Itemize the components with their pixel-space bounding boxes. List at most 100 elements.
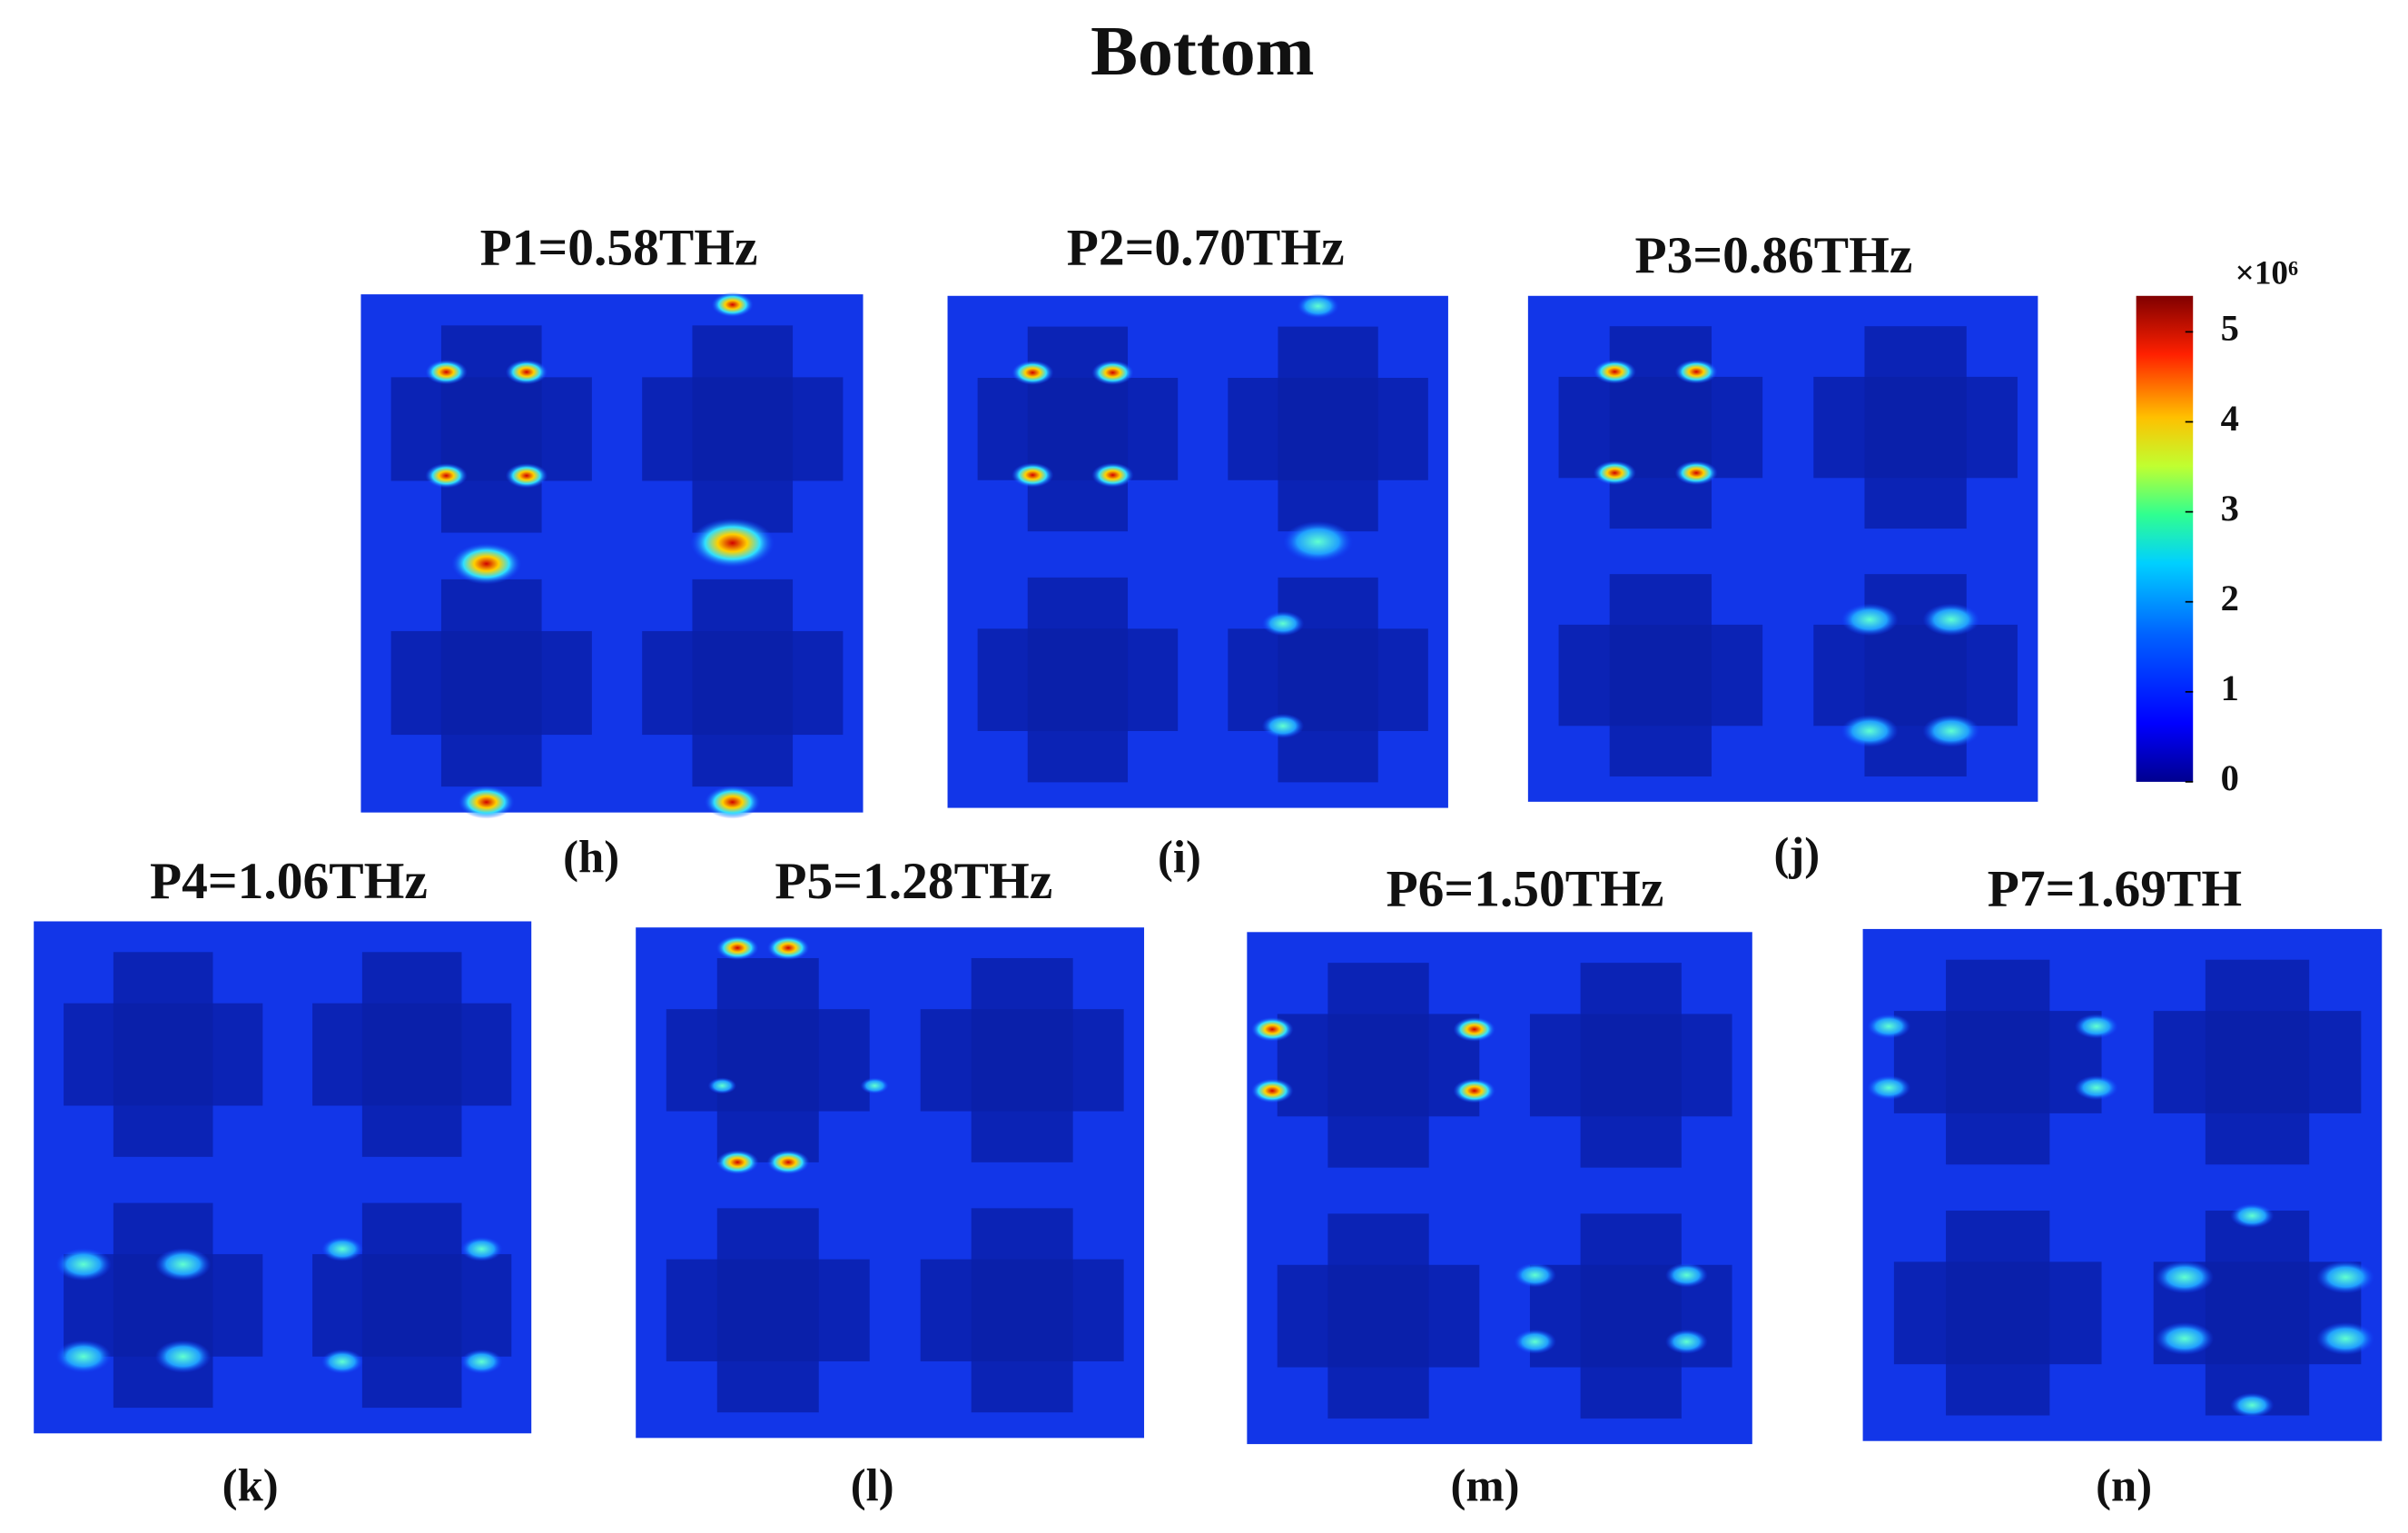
hotspot xyxy=(1665,1262,1708,1288)
resonator-v xyxy=(716,957,819,1162)
resonator-v xyxy=(361,952,462,1157)
hotspot xyxy=(1514,1329,1556,1354)
resonator-v xyxy=(1609,326,1712,529)
panel-label: (h) xyxy=(563,831,619,882)
hotspot xyxy=(321,1349,363,1374)
hotspot xyxy=(707,1077,737,1094)
hotspot xyxy=(1665,1329,1708,1354)
hotspot xyxy=(321,1236,363,1261)
resonator-v xyxy=(2205,1211,2310,1416)
colorbar-tick-label: 4 xyxy=(2221,398,2239,439)
figure-title: Bottom xyxy=(1091,12,1314,90)
hotspot xyxy=(1841,603,1899,637)
panel-label: (m) xyxy=(1450,1459,1519,1510)
panel-label: (j) xyxy=(1774,828,1821,879)
resonator-v xyxy=(1580,963,1682,1168)
hotspot xyxy=(1593,359,1636,384)
hotspot xyxy=(1261,611,1305,637)
hotspot xyxy=(690,518,775,569)
hotspot xyxy=(1012,462,1054,488)
resonator-v xyxy=(1327,1213,1429,1419)
resonator-v xyxy=(113,1202,213,1409)
hotspot xyxy=(505,359,548,385)
hotspot xyxy=(860,1077,890,1094)
panel-label: (n) xyxy=(2096,1459,2152,1510)
resonator-v xyxy=(440,325,542,533)
hotspot xyxy=(505,463,548,489)
hotspot xyxy=(1922,715,1980,747)
resonator-v xyxy=(692,325,794,533)
panel-label: (l) xyxy=(851,1459,894,1510)
hotspot xyxy=(711,292,754,318)
hotspot xyxy=(1674,460,1718,486)
hotspot xyxy=(704,785,761,819)
resonator-v xyxy=(2205,959,2310,1165)
hotspot xyxy=(425,359,468,385)
field-map xyxy=(34,921,532,1434)
field-map xyxy=(1247,932,1752,1445)
hotspot xyxy=(1261,713,1305,738)
resonator-v xyxy=(1864,326,1967,529)
hotspot xyxy=(1012,360,1054,385)
colorbar-tick-label: 0 xyxy=(2221,757,2239,798)
resonator-v xyxy=(971,1208,1073,1413)
hotspot xyxy=(451,542,522,585)
resonator-v xyxy=(1327,963,1429,1168)
resonator-v xyxy=(971,957,1073,1162)
field-map xyxy=(360,292,864,819)
hotspot xyxy=(766,1150,810,1175)
panel-title: P1=0.58THz xyxy=(480,220,758,277)
hotspot xyxy=(766,935,810,961)
resonator-v xyxy=(1946,1211,2050,1416)
colorbar-unit: ×10⁶ xyxy=(2235,254,2299,292)
panel-title: P4=1.06THz xyxy=(150,853,428,910)
hotspot xyxy=(1674,359,1718,384)
hotspot xyxy=(1867,1075,1911,1101)
hotspot xyxy=(2156,1321,2215,1356)
hotspot xyxy=(460,1236,503,1261)
hotspot xyxy=(1514,1262,1556,1288)
hotspot xyxy=(2230,1203,2275,1229)
resonator-v xyxy=(716,1208,819,1413)
hotspot xyxy=(460,1349,503,1374)
hotspot xyxy=(1867,1014,1911,1039)
panel-title: P3=0.86THz xyxy=(1635,227,1913,284)
hotspot xyxy=(2316,1321,2375,1356)
colorbar xyxy=(2136,295,2194,782)
hotspot xyxy=(55,1340,112,1373)
resonator-v xyxy=(1580,1213,1682,1419)
hotspot xyxy=(2156,1261,2215,1294)
field-map xyxy=(1862,928,2383,1441)
resonator-v xyxy=(1278,577,1378,783)
resonator-v xyxy=(1027,577,1129,783)
resonator-v xyxy=(361,1202,462,1409)
hotspot xyxy=(715,1150,759,1175)
colorbar-tick-label: 5 xyxy=(2221,308,2239,349)
hotspot xyxy=(1250,1016,1294,1042)
hotspot xyxy=(425,463,468,489)
panel-label: (i) xyxy=(1158,831,1201,882)
hotspot xyxy=(1282,520,1354,562)
hotspot xyxy=(1091,360,1134,385)
hotspot xyxy=(2230,1392,2275,1418)
hotspot xyxy=(1297,293,1339,319)
resonator-v xyxy=(1946,959,2050,1165)
hotspot xyxy=(1250,1078,1294,1103)
resonator-v xyxy=(1027,326,1129,532)
hotspot xyxy=(715,935,759,961)
field-map xyxy=(1527,295,2038,802)
field-map xyxy=(947,293,1448,808)
colorbar-tick-label: 1 xyxy=(2221,668,2239,708)
field-map xyxy=(636,927,1145,1439)
panel-label: (k) xyxy=(222,1459,279,1510)
hotspot xyxy=(154,1248,212,1281)
panel-title: P2=0.70THz xyxy=(1067,220,1345,277)
hotspot xyxy=(1841,715,1899,747)
resonator-v xyxy=(440,579,542,787)
hotspot xyxy=(1453,1078,1496,1103)
resonator-v xyxy=(692,579,794,787)
hotspot xyxy=(154,1340,212,1373)
panel-title: P6=1.50THz xyxy=(1387,860,1664,917)
